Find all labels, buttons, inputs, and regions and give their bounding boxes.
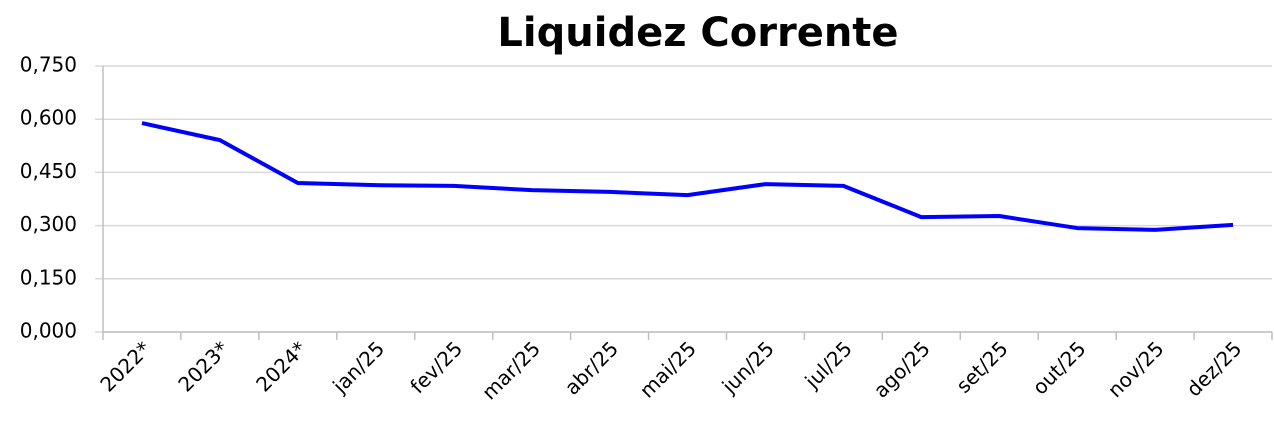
x-tick-label: 2023* [173, 336, 233, 396]
y-tick-label: 0,000 [20, 319, 77, 343]
y-tick-label: 0,150 [20, 265, 77, 289]
data-line [141, 121, 1234, 232]
x-tick-label: nov/25 [1103, 336, 1169, 402]
x-tick-label: 2024* [251, 336, 311, 396]
y-tick-label: 0,450 [20, 159, 77, 183]
x-tick-label: fev/25 [405, 336, 467, 398]
x-tick-label: out/25 [1028, 336, 1091, 399]
x-tick-label: dez/25 [1182, 336, 1247, 401]
x-tick-label: jun/25 [717, 336, 779, 398]
x-tick-label: jan/25 [327, 336, 389, 398]
x-tick-label: abr/25 [560, 336, 623, 399]
x-tick-label: set/25 [951, 336, 1012, 397]
x-tick-label: jul/25 [800, 336, 857, 393]
x-tick-label: 2022* [95, 336, 155, 396]
y-tick-label: 0,300 [20, 212, 77, 236]
y-tick-label: 0,600 [20, 106, 77, 130]
x-tick-label: mar/25 [477, 336, 545, 404]
x-tick-label: ago/25 [869, 336, 935, 402]
chart-title: Liquidez Corrente [497, 10, 898, 56]
x-tick-label: mai/25 [635, 336, 701, 402]
y-tick-label: 0,750 [20, 53, 77, 77]
